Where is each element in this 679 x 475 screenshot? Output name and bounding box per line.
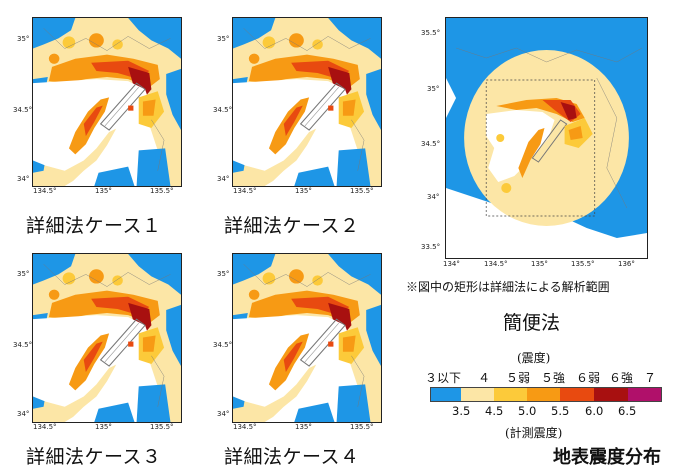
- map-case1-ytick-0: 35°: [17, 35, 30, 43]
- legend-colorbar: [430, 387, 662, 402]
- legend-color-0: [431, 388, 461, 401]
- figure-title: 地表震度分布: [553, 447, 661, 468]
- legend-color-1: [461, 388, 494, 401]
- map-case1-caption: 詳細法ケース１: [26, 215, 162, 237]
- map-case3-ytick-2: 34°: [17, 410, 30, 418]
- legend-class-4: ６弱: [576, 371, 601, 385]
- map-case2-ytick-1: 34.5°: [213, 106, 233, 114]
- map-case1-xtick-2: 135.5°: [150, 187, 174, 195]
- map-case2-caption: 詳細法ケース２: [224, 215, 360, 237]
- legend-class-0: ３以下: [425, 371, 462, 385]
- legend-color-4: [560, 388, 594, 401]
- map-case4-ytick-2: 34°: [217, 410, 230, 418]
- map-case1-xtick-0: 134.5°: [33, 187, 57, 195]
- map-case1: [32, 17, 182, 187]
- map-simple-xtick-4: 136°: [618, 260, 635, 268]
- map-case1-art: [33, 18, 181, 186]
- map-case4-ytick-0: 35°: [217, 270, 230, 278]
- map-case2: [232, 17, 382, 187]
- map-case4-xtick-1: 135°: [295, 423, 312, 431]
- map-case2-ytick-2: 34°: [217, 175, 230, 183]
- map-simple-caption: 簡便法: [503, 312, 561, 334]
- map-case1-xtick-1: 135°: [95, 187, 112, 195]
- map-case3-ytick-1: 34.5°: [13, 341, 33, 349]
- map-case2-xtick-1: 135°: [295, 187, 312, 195]
- legend-color-5: [594, 388, 628, 401]
- legend-color-3: [527, 388, 560, 401]
- map-case3-xtick-0: 134.5°: [33, 423, 57, 431]
- map-simple-ytick-1: 35°: [427, 85, 440, 93]
- map-case3-ytick-0: 35°: [17, 270, 30, 278]
- legend-tick-2: 5.0: [518, 404, 537, 418]
- map-case4-caption: 詳細法ケース４: [224, 446, 360, 468]
- legend-color-6: [628, 388, 661, 401]
- map-simple-xtick-3: 135.5°: [571, 260, 595, 268]
- map-case2-ytick-0: 35°: [217, 35, 230, 43]
- map-case1-ytick-2: 34°: [17, 175, 30, 183]
- map-simple-ytick-2: 34.5°: [421, 140, 441, 148]
- legend-tick-4: 6.0: [585, 404, 604, 418]
- map-case2-xtick-0: 134.5°: [233, 187, 257, 195]
- map-case3-art: [33, 254, 181, 422]
- legend-tick-1: 4.5: [485, 404, 504, 418]
- map-case4-xtick-2: 135.5°: [350, 423, 374, 431]
- legend-class-2: ５弱: [506, 371, 531, 385]
- legend-tick-5: 6.5: [618, 404, 637, 418]
- map-case4-art: [233, 254, 381, 422]
- legend-class-6: ７: [644, 371, 657, 385]
- map-case4: [232, 253, 382, 423]
- map-case1-ytick-1: 34.5°: [13, 106, 33, 114]
- map-case3-caption: 詳細法ケース３: [26, 446, 162, 468]
- legend-subtitle: (計測震度): [505, 426, 563, 440]
- map-simple-art: [446, 18, 647, 258]
- legend-title: (震度): [517, 351, 551, 365]
- map-case2-xtick-2: 135.5°: [350, 187, 374, 195]
- legend-class-1: ４: [478, 371, 491, 385]
- legend-class-3: ５強: [541, 371, 566, 385]
- legend-tick-0: 3.5: [452, 404, 471, 418]
- legend-tick-3: 5.5: [551, 404, 570, 418]
- map-case3: [32, 253, 182, 423]
- map-simple-ytick-4: 33.5°: [421, 243, 441, 251]
- map-case3-xtick-1: 135°: [95, 423, 112, 431]
- analysis-range-note: ※図中の矩形は詳細法による解析範囲: [406, 280, 610, 294]
- map-simple-xtick-2: 135°: [531, 260, 548, 268]
- map-simple-ytick-3: 34°: [427, 193, 440, 201]
- map-case2-art: [233, 18, 381, 186]
- legend-color-2: [494, 388, 527, 401]
- map-simple-xtick-1: 134.5°: [484, 260, 508, 268]
- legend-class-5: ６強: [609, 371, 634, 385]
- map-case3-xtick-2: 135.5°: [150, 423, 174, 431]
- map-simple-xtick-0: 134°: [443, 260, 460, 268]
- map-case4-xtick-0: 134.5°: [233, 423, 257, 431]
- map-simple-ytick-0: 35.5°: [421, 29, 441, 37]
- map-case4-ytick-1: 34.5°: [213, 341, 233, 349]
- map-simple: [445, 17, 648, 259]
